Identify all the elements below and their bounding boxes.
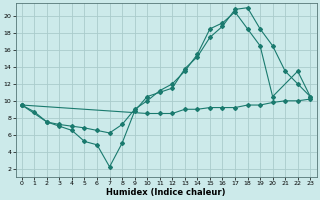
X-axis label: Humidex (Indice chaleur): Humidex (Indice chaleur) — [106, 188, 226, 197]
